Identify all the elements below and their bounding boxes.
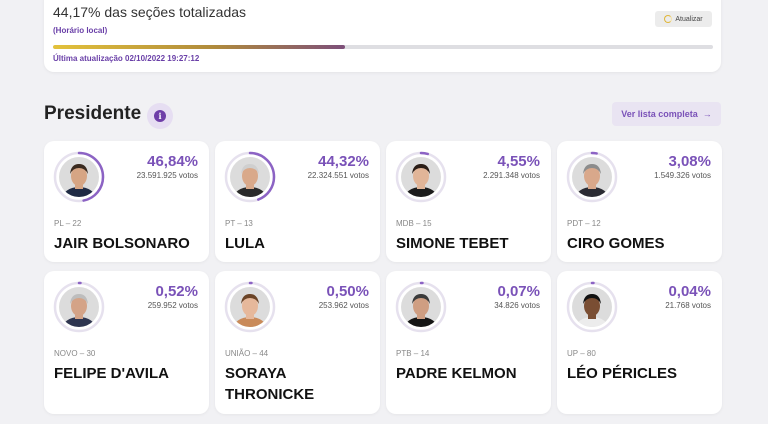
candidate-name: FELIPE D'AVILA — [54, 365, 169, 382]
candidate-vote-count: 22.324.551 votos — [307, 171, 369, 180]
candidate-card[interactable]: 3,08% 1.549.326 votos PDT – 12 CIRO GOME… — [557, 141, 722, 262]
candidate-vote-percentage: 0,50% — [326, 283, 369, 300]
candidate-photo — [230, 287, 270, 327]
candidate-vote-count: 21.768 votos — [665, 301, 711, 310]
vote-share-ring — [53, 281, 105, 333]
candidate-vote-percentage: 46,84% — [147, 153, 198, 170]
candidate-vote-count: 23.591.925 votos — [136, 171, 198, 180]
local-time-note: (Horário local) — [53, 26, 108, 35]
candidate-avatar-ring — [566, 151, 618, 203]
totalization-percentage: 44,17% das seções totalizadas — [53, 4, 247, 20]
candidate-party-number: PT – 13 — [225, 219, 253, 228]
candidate-photo — [401, 157, 441, 197]
candidate-party-number: PDT – 12 — [567, 219, 601, 228]
candidate-vote-percentage: 3,08% — [668, 153, 711, 170]
candidate-party-number: MDB – 15 — [396, 219, 432, 228]
vote-share-ring — [224, 151, 276, 203]
candidate-vote-count: 1.549.326 votos — [654, 171, 711, 180]
candidate-avatar-ring — [224, 281, 276, 333]
candidate-name: LÉO PÉRICLES — [567, 365, 678, 382]
refresh-button[interactable]: Atualizar — [655, 11, 712, 27]
candidate-name: SIMONE TEBET — [396, 235, 509, 252]
candidate-avatar-ring — [224, 151, 276, 203]
candidate-photo — [59, 157, 99, 197]
candidate-photo — [572, 157, 612, 197]
section-title: Presidente — [44, 103, 142, 124]
candidate-photo — [230, 157, 270, 197]
candidate-card[interactable]: 0,04% 21.768 votos UP – 80 LÉO PÉRICLES — [557, 271, 722, 414]
vote-share-ring — [395, 151, 447, 203]
candidate-name: CIRO GOMES — [567, 235, 665, 252]
candidate-card[interactable]: 0,07% 34.826 votos PTB – 14 PADRE KELMON — [386, 271, 551, 414]
vote-share-ring — [566, 281, 618, 333]
candidate-card[interactable]: 0,52% 259.952 votos NOVO – 30 FELIPE D'A… — [44, 271, 209, 414]
refresh-button-label: Atualizar — [675, 15, 703, 23]
arrow-right-icon: → — [702, 109, 712, 119]
candidate-card[interactable]: 4,55% 2.291.348 votos MDB – 15 SIMONE TE… — [386, 141, 551, 262]
candidate-card[interactable]: 0,50% 253.962 votos UNIÃO – 44 SORAYA TH… — [215, 271, 380, 414]
candidate-vote-count: 259.952 votos — [147, 301, 198, 310]
vote-share-ring — [224, 281, 276, 333]
vote-share-ring — [395, 281, 447, 333]
candidate-name: JAIR BOLSONARO — [54, 235, 190, 252]
candidate-vote-percentage: 0,07% — [497, 283, 540, 300]
candidate-avatar-ring — [395, 281, 447, 333]
candidate-vote-percentage: 44,32% — [318, 153, 369, 170]
candidate-name: LULA — [225, 235, 265, 252]
full-list-button-label: Ver lista completa — [621, 109, 698, 119]
candidate-vote-percentage: 4,55% — [497, 153, 540, 170]
candidate-avatar-ring — [566, 281, 618, 333]
vote-share-ring — [566, 151, 618, 203]
candidate-party-number: NOVO – 30 — [54, 349, 96, 358]
candidate-vote-percentage: 0,04% — [668, 283, 711, 300]
candidate-name: SORAYA THRONICKE — [225, 365, 315, 403]
candidate-photo — [401, 287, 441, 327]
candidate-photo — [59, 287, 99, 327]
candidate-vote-percentage: 0,52% — [155, 283, 198, 300]
refresh-icon — [664, 15, 673, 23]
info-button[interactable]: i — [147, 103, 173, 129]
candidate-vote-count: 2.291.348 votos — [483, 171, 540, 180]
candidate-vote-count: 34.826 votos — [494, 301, 540, 310]
candidate-party-number: PTB – 14 — [396, 349, 430, 358]
candidate-card[interactable]: 44,32% 22.324.551 votos PT – 13 LULA — [215, 141, 380, 262]
progress-fill — [53, 45, 345, 49]
candidate-vote-count: 253.962 votos — [318, 301, 369, 310]
candidate-photo — [572, 287, 612, 327]
info-icon: i — [154, 110, 166, 122]
candidate-avatar-ring — [395, 151, 447, 203]
candidate-avatar-ring — [53, 281, 105, 333]
last-update-timestamp: Última atualização 02/10/2022 19:27:12 — [53, 54, 200, 63]
candidate-party-number: PL – 22 — [54, 219, 82, 228]
totalization-status-card: 44,17% das seções totalizadas (Horário l… — [44, 0, 721, 72]
candidate-name: PADRE KELMON — [396, 365, 517, 382]
full-list-button[interactable]: Ver lista completa → — [612, 102, 721, 126]
totalization-progress-bar — [53, 45, 713, 49]
vote-share-ring — [53, 151, 105, 203]
candidate-avatar-ring — [53, 151, 105, 203]
candidate-card[interactable]: 46,84% 23.591.925 votos PL – 22 JAIR BOL… — [44, 141, 209, 262]
candidate-party-number: UNIÃO – 44 — [225, 349, 269, 358]
candidate-party-number: UP – 80 — [567, 349, 596, 358]
